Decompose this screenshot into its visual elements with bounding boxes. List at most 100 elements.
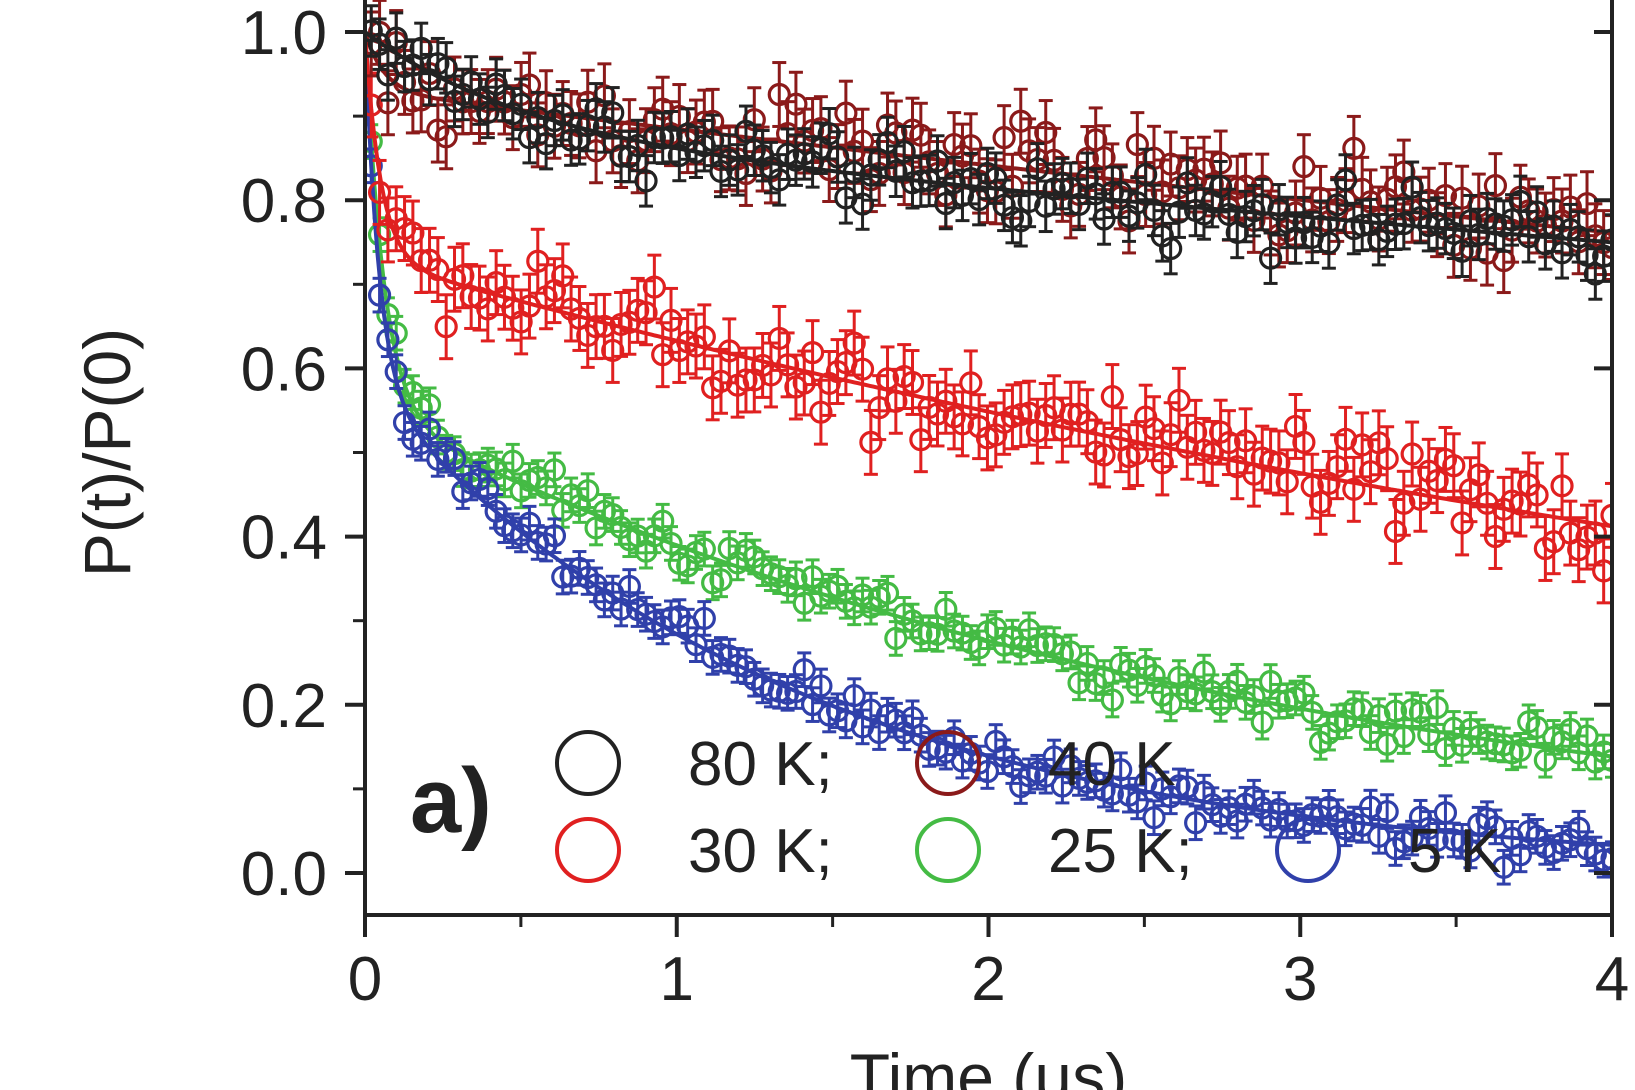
y-axis-title: P(t)/P(0) xyxy=(70,328,144,577)
data-point xyxy=(1492,848,1516,886)
legend-label: 5 K xyxy=(1408,817,1501,886)
y-tick-label: 1.0 xyxy=(241,0,327,68)
axes: 0 1 2 3 4 0.0 0.2 0.4 0.6 0.8 1.0 P(t)/P(0) Time (μs… xyxy=(70,0,1629,1090)
data-point xyxy=(1508,174,1532,229)
data-point xyxy=(1400,420,1424,488)
data-point xyxy=(825,130,850,184)
data-point xyxy=(1600,481,1612,549)
legend-marker xyxy=(555,817,621,883)
data-point xyxy=(692,530,716,568)
data-point xyxy=(501,442,525,480)
y-tick-label: 0.0 xyxy=(241,840,327,909)
data-point xyxy=(1084,418,1108,486)
data-point xyxy=(1383,692,1408,730)
fit-curve xyxy=(365,30,1612,245)
data-point xyxy=(1325,178,1349,232)
data-point xyxy=(1600,840,1612,878)
data-point xyxy=(1009,194,1033,248)
data-point xyxy=(859,408,883,476)
data-point xyxy=(751,331,775,399)
data-point xyxy=(1100,363,1124,430)
series-80KK xyxy=(365,4,1612,301)
fit-curve xyxy=(365,31,1612,759)
data-point xyxy=(692,600,716,637)
legend-marker xyxy=(915,730,981,796)
data-point xyxy=(900,349,925,416)
x-tick-label: 2 xyxy=(971,945,1005,1014)
data-point xyxy=(875,574,900,612)
data-point xyxy=(434,293,458,361)
data-point xyxy=(651,321,675,389)
data-point xyxy=(1450,224,1474,279)
data-point xyxy=(1275,448,1299,516)
data-point xyxy=(509,77,533,132)
data-point xyxy=(1134,147,1158,202)
data-point xyxy=(1508,731,1532,769)
data-point xyxy=(959,349,983,417)
legend: a) 80 K; 40 K 30 K; 25 K; 5 K xyxy=(410,730,1501,886)
data-point xyxy=(1425,447,1449,515)
data-point xyxy=(634,154,658,208)
data-point xyxy=(1258,231,1283,285)
data-point xyxy=(1417,437,1441,505)
x-axis-title: Time (μs) xyxy=(850,1040,1128,1090)
data-point xyxy=(809,378,833,446)
data-point xyxy=(1342,455,1366,523)
data-point xyxy=(1525,818,1549,855)
legend-marker xyxy=(915,817,981,883)
data-point xyxy=(967,172,991,227)
series-25KK xyxy=(365,31,1612,781)
legend-label: 30 K; xyxy=(688,817,833,886)
data-point xyxy=(1408,465,1433,533)
fit-curve xyxy=(365,31,1612,529)
data-point xyxy=(850,177,875,231)
data-point xyxy=(1009,87,1033,155)
legend-item: 30 K; xyxy=(555,817,833,886)
y-tick-label: 0.6 xyxy=(241,335,327,404)
legend-item: 80 K; xyxy=(555,730,833,799)
x-tick-label: 1 xyxy=(660,945,694,1014)
data-point xyxy=(1592,537,1612,605)
series-30KK xyxy=(365,31,1612,605)
legend-item: 25 K; xyxy=(915,817,1193,886)
data-point xyxy=(800,558,825,596)
legend-label: 25 K; xyxy=(1048,817,1193,886)
data-point xyxy=(659,286,683,354)
data-point xyxy=(1525,461,1549,529)
panel-label: a) xyxy=(410,750,492,852)
data-point xyxy=(1159,401,1183,469)
data-point xyxy=(1375,425,1399,493)
x-tick-label: 4 xyxy=(1595,945,1629,1014)
series-5KK xyxy=(365,31,1612,886)
data-point xyxy=(542,451,567,489)
y-tick-label: 0.4 xyxy=(241,504,327,573)
data-point xyxy=(601,86,625,140)
legend-item: 40 K xyxy=(915,730,1176,799)
x-tick-label: 3 xyxy=(1283,945,1317,1014)
data-layer xyxy=(365,0,1612,886)
data-point xyxy=(476,470,500,507)
data-point xyxy=(1067,177,1091,232)
data-point xyxy=(925,134,950,188)
data-point xyxy=(517,272,542,340)
data-point xyxy=(1184,675,1208,713)
data-point xyxy=(709,347,733,415)
data-point xyxy=(850,335,875,403)
data-point xyxy=(1367,697,1391,734)
legend-label: 40 K xyxy=(1048,730,1176,799)
data-point xyxy=(1184,398,1208,466)
data-point xyxy=(1567,516,1591,584)
data-point xyxy=(526,227,550,295)
legend-marker xyxy=(1275,817,1341,883)
data-point xyxy=(1142,799,1166,837)
data-point xyxy=(1542,508,1566,576)
data-point xyxy=(1425,689,1449,726)
legend-item: 5 K xyxy=(1275,817,1501,886)
legend-marker xyxy=(555,730,621,796)
data-point xyxy=(426,236,450,303)
data-point xyxy=(1142,395,1166,463)
legend-label: 80 K; xyxy=(688,730,833,799)
data-point xyxy=(584,293,608,361)
data-point xyxy=(1333,153,1358,207)
